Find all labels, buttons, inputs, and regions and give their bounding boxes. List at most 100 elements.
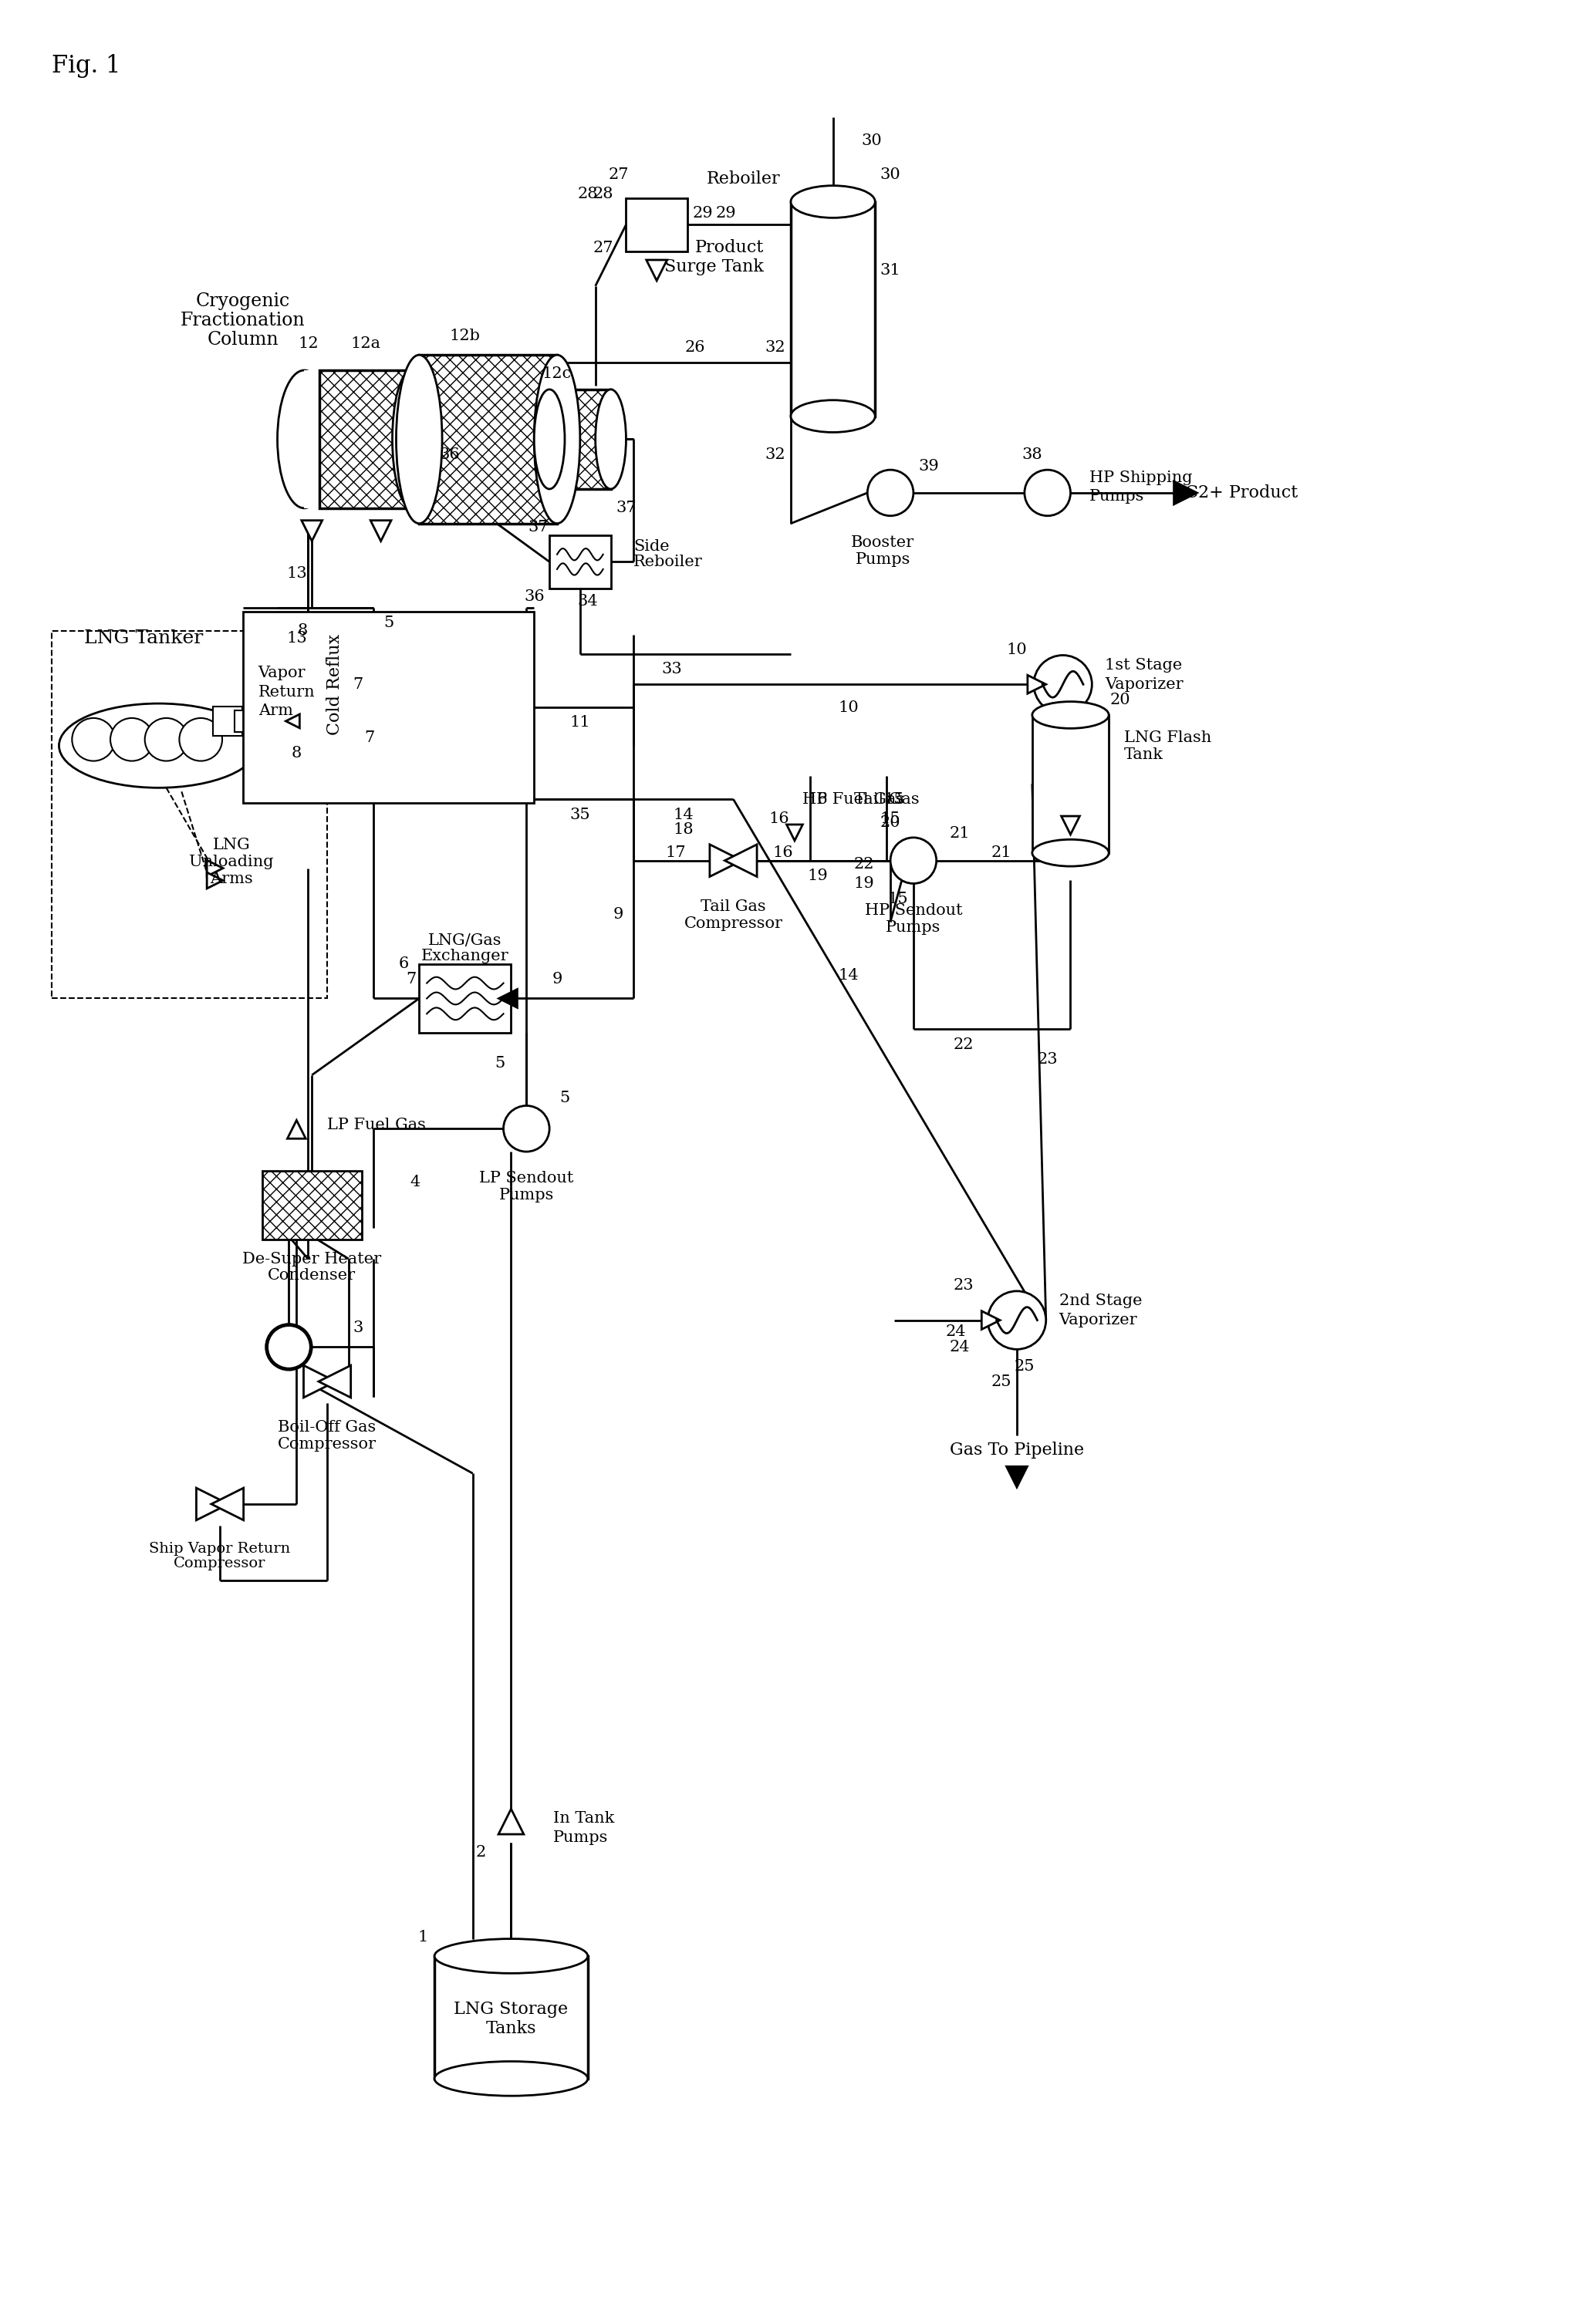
Polygon shape bbox=[301, 521, 322, 541]
Text: 21: 21 bbox=[949, 827, 970, 841]
Text: Condenser: Condenser bbox=[268, 1269, 356, 1283]
Text: 16: 16 bbox=[807, 792, 828, 806]
Text: 12c: 12c bbox=[542, 367, 572, 381]
Text: 32: 32 bbox=[765, 339, 785, 356]
Text: 27: 27 bbox=[593, 239, 613, 256]
Text: Return: Return bbox=[259, 686, 315, 700]
Polygon shape bbox=[287, 1120, 306, 1139]
Text: 31: 31 bbox=[880, 263, 900, 279]
Text: 16: 16 bbox=[770, 811, 790, 825]
Text: Vaporizer: Vaporizer bbox=[1105, 676, 1183, 693]
Text: 36: 36 bbox=[524, 588, 544, 604]
Text: LNG Storage: LNG Storage bbox=[454, 2001, 568, 2017]
Text: Unloading: Unloading bbox=[189, 855, 274, 869]
Text: 11: 11 bbox=[569, 716, 590, 730]
Polygon shape bbox=[498, 990, 517, 1009]
Text: 24: 24 bbox=[949, 1339, 970, 1355]
Text: 29: 29 bbox=[692, 207, 713, 221]
Text: Tanks: Tanks bbox=[486, 2020, 536, 2038]
Text: Side: Side bbox=[634, 539, 670, 553]
Bar bbox=[419, 356, 557, 523]
Text: C2+ Product: C2+ Product bbox=[1186, 483, 1298, 502]
Ellipse shape bbox=[58, 704, 259, 788]
Bar bbox=[1033, 716, 1109, 853]
Text: 7: 7 bbox=[407, 971, 416, 988]
Text: 22: 22 bbox=[953, 1037, 973, 1053]
Polygon shape bbox=[207, 860, 222, 876]
Text: Pumps: Pumps bbox=[1090, 490, 1145, 504]
Text: 26: 26 bbox=[684, 339, 705, 356]
Text: 17: 17 bbox=[665, 846, 686, 860]
Text: Vapor: Vapor bbox=[259, 665, 306, 681]
Text: LP Sendout: LP Sendout bbox=[479, 1171, 574, 1185]
Text: LNG: LNG bbox=[213, 839, 251, 853]
Text: 13: 13 bbox=[287, 632, 308, 646]
Text: Tank: Tank bbox=[1124, 748, 1164, 762]
Polygon shape bbox=[710, 844, 741, 876]
Bar bbox=[52, 630, 326, 999]
Bar bbox=[320, 370, 412, 509]
Circle shape bbox=[987, 1292, 1046, 1350]
Text: Fractionation: Fractionation bbox=[180, 311, 306, 330]
Bar bbox=[626, 198, 688, 251]
Polygon shape bbox=[1006, 1466, 1027, 1487]
Text: Pumps: Pumps bbox=[554, 1829, 609, 1845]
Text: 33: 33 bbox=[662, 662, 683, 676]
Text: 8: 8 bbox=[298, 623, 308, 639]
Text: LNG Flash: LNG Flash bbox=[1124, 730, 1211, 746]
Text: De-Super Heater: De-Super Heater bbox=[243, 1253, 382, 1267]
Circle shape bbox=[268, 1325, 311, 1369]
Circle shape bbox=[867, 469, 913, 516]
Circle shape bbox=[503, 1106, 549, 1153]
Polygon shape bbox=[319, 1367, 350, 1397]
Text: 7: 7 bbox=[364, 730, 374, 746]
Ellipse shape bbox=[396, 356, 442, 523]
Text: 34: 34 bbox=[577, 595, 598, 609]
Text: 15: 15 bbox=[880, 811, 900, 825]
Text: 23: 23 bbox=[1038, 1053, 1058, 1067]
Text: In Tank: In Tank bbox=[554, 1810, 615, 1824]
Text: Product: Product bbox=[695, 239, 763, 256]
Text: 21: 21 bbox=[992, 846, 1012, 860]
Text: Arm: Arm bbox=[259, 704, 293, 718]
Ellipse shape bbox=[393, 370, 431, 509]
Bar bbox=[304, 370, 358, 509]
Polygon shape bbox=[1028, 676, 1046, 693]
Text: 16: 16 bbox=[773, 846, 793, 860]
Text: 5: 5 bbox=[495, 1055, 505, 1071]
Text: 7: 7 bbox=[353, 676, 363, 693]
Text: 1: 1 bbox=[418, 1929, 427, 1945]
Text: 20: 20 bbox=[880, 816, 900, 830]
Text: 1st Stage: 1st Stage bbox=[1105, 658, 1183, 672]
Text: Compressor: Compressor bbox=[684, 916, 782, 930]
Polygon shape bbox=[196, 1487, 229, 1520]
Text: Tail Gas: Tail Gas bbox=[700, 899, 766, 913]
Text: Booster: Booster bbox=[852, 535, 915, 551]
Text: HP Fuel Gas: HP Fuel Gas bbox=[803, 792, 904, 806]
Text: 9: 9 bbox=[552, 971, 563, 988]
Circle shape bbox=[1025, 469, 1071, 516]
Polygon shape bbox=[1061, 816, 1080, 834]
Bar bbox=[549, 390, 610, 488]
Bar bbox=[235, 711, 251, 732]
Text: 37: 37 bbox=[615, 500, 636, 516]
Text: Reboiler: Reboiler bbox=[706, 170, 781, 188]
Text: 28: 28 bbox=[593, 186, 613, 202]
Polygon shape bbox=[304, 1367, 336, 1397]
Text: 5: 5 bbox=[383, 616, 394, 630]
Text: Pumps: Pumps bbox=[498, 1188, 554, 1202]
Bar bbox=[549, 535, 610, 588]
Text: 30: 30 bbox=[861, 132, 882, 149]
Text: 28: 28 bbox=[577, 186, 598, 202]
Ellipse shape bbox=[278, 370, 331, 509]
Text: LNG Tanker: LNG Tanker bbox=[84, 630, 203, 648]
Text: Tail Gas: Tail Gas bbox=[853, 792, 919, 806]
Text: 12a: 12a bbox=[350, 337, 380, 351]
Circle shape bbox=[1033, 655, 1091, 713]
Circle shape bbox=[180, 718, 222, 760]
Bar bbox=[243, 611, 535, 804]
Polygon shape bbox=[981, 1311, 1000, 1329]
Ellipse shape bbox=[435, 2061, 588, 2096]
Text: 36: 36 bbox=[440, 446, 460, 462]
Ellipse shape bbox=[1033, 839, 1109, 867]
